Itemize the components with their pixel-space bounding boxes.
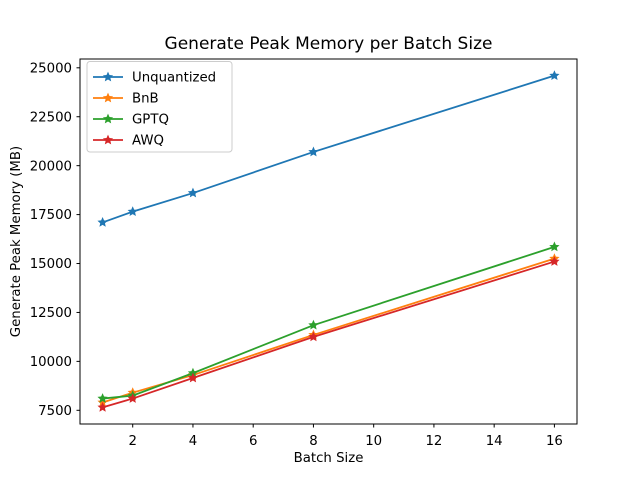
legend-label-unquantized: Unquantized xyxy=(132,71,216,86)
series-line-gptq xyxy=(102,246,555,400)
y-tick-label: 17500 xyxy=(30,208,72,223)
x-tick-label: 8 xyxy=(309,434,317,449)
x-tick-label: 14 xyxy=(486,434,503,449)
legend: Unquantized BnB GPTQ AWQ xyxy=(86,61,233,153)
series-marker-unquantized xyxy=(308,146,319,157)
series-marker-unquantized xyxy=(97,217,108,227)
series-marker-awq xyxy=(97,401,108,412)
legend-marker-awq xyxy=(102,134,114,145)
series-line-awq xyxy=(102,260,555,409)
legend-marker-bnb xyxy=(102,92,114,103)
y-tick-label: 7500 xyxy=(38,404,72,419)
series-marker-unquantized xyxy=(187,187,199,198)
x-axis-label: Batch Size xyxy=(294,451,364,466)
plot-border xyxy=(79,58,578,425)
series-marker-gptq xyxy=(549,241,560,252)
y-tick-label: 22500 xyxy=(30,110,72,125)
x-tick-label: 6 xyxy=(249,434,257,449)
series-marker-awq xyxy=(127,393,138,403)
y-tick-label: 20000 xyxy=(30,159,72,174)
legend-label-bnb: BnB xyxy=(132,92,159,107)
chart-title: Generate Peak Memory per Batch Size xyxy=(165,34,493,54)
series-marker-awq xyxy=(308,331,319,342)
y-tick-label: 15000 xyxy=(30,257,72,272)
x-tick-label: 16 xyxy=(546,434,563,449)
series-marker-bnb xyxy=(97,397,108,407)
x-tick-label: 2 xyxy=(128,434,136,449)
x-tick-label: 4 xyxy=(189,434,197,449)
series-marker-gptq xyxy=(187,367,199,378)
series-marker-unquantized xyxy=(127,206,138,217)
legend-label-gptq: GPTQ xyxy=(132,113,169,128)
y-axis-label: Generate Peak Memory (MB) xyxy=(9,146,24,337)
data-series xyxy=(97,70,560,412)
y-tick-label: 10000 xyxy=(30,355,72,370)
y-tick-label: 25000 xyxy=(30,61,72,76)
series-marker-awq xyxy=(549,256,560,266)
legend-marker-unquantized xyxy=(102,71,114,82)
series-marker-awq xyxy=(187,372,199,383)
series-marker-gptq xyxy=(308,319,319,330)
y-tick-label: 12500 xyxy=(30,306,72,321)
x-tick-label: 10 xyxy=(365,434,382,449)
axis-ticks: 2 4 6 8 10 12 14 16 7500 10000 12500 15000 17500 2000… xyxy=(30,61,563,449)
series-marker-gptq xyxy=(97,393,108,403)
legend-frame xyxy=(86,61,233,153)
legend-label-awq: AWQ xyxy=(132,134,164,149)
x-tick-label: 12 xyxy=(425,434,442,449)
series-marker-unquantized xyxy=(549,70,560,80)
legend-marker-gptq xyxy=(102,113,114,124)
